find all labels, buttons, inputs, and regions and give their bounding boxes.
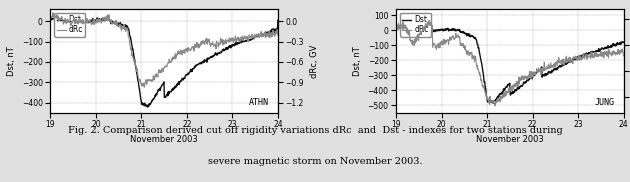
Legend: Dst, dRc: Dst, dRc: [54, 13, 86, 37]
Legend: Dst, dRc: Dst, dRc: [400, 13, 431, 37]
X-axis label: November 2003: November 2003: [476, 135, 544, 144]
Y-axis label: Dst, nT: Dst, nT: [353, 46, 362, 76]
X-axis label: November 2003: November 2003: [130, 135, 198, 144]
Y-axis label: dRc, GV: dRc, GV: [309, 44, 319, 78]
Text: severe magnetic storm on November 2003.: severe magnetic storm on November 2003.: [208, 157, 422, 166]
Text: JUNG: JUNG: [595, 98, 615, 107]
Y-axis label: Dst, nT: Dst, nT: [7, 46, 16, 76]
Text: ATHN: ATHN: [249, 98, 269, 107]
Text: Fig. 2. Comparison derived cut off rigidity variations dRc  and  Dst - indexes f: Fig. 2. Comparison derived cut off rigid…: [67, 126, 563, 135]
